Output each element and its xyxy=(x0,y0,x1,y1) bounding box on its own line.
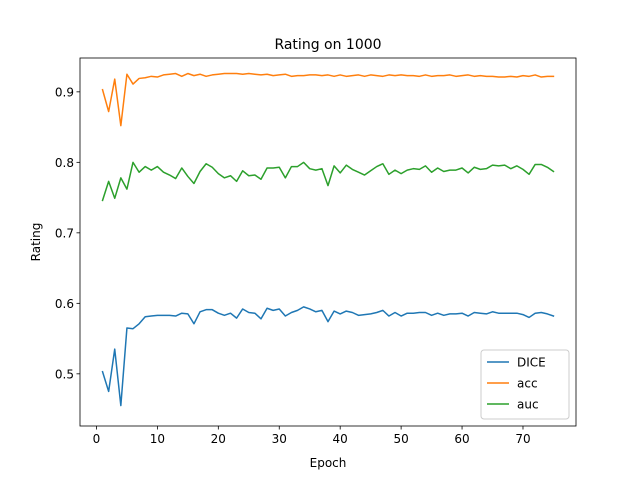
plot-frame xyxy=(79,57,577,427)
y-tick-label: 0.9 xyxy=(55,85,74,99)
y-tick-label: 0.6 xyxy=(55,297,74,311)
plot-area xyxy=(79,57,577,427)
y-tick-label: 0.5 xyxy=(55,367,74,381)
x-axis: 0 10 20 30 40 50 60 70 xyxy=(93,426,531,446)
x-tick-label: 60 xyxy=(454,432,469,446)
legend: DICE acc auc xyxy=(480,349,570,420)
y-axis-label: Rating xyxy=(29,223,43,262)
x-tick-label: 20 xyxy=(211,432,226,446)
y-axis: 0.5 0.6 0.7 0.8 0.9 xyxy=(55,85,80,381)
x-tick-label: 70 xyxy=(515,432,530,446)
x-tick-label: 50 xyxy=(393,432,408,446)
x-tick-label: 0 xyxy=(93,432,101,446)
y-tick-label: 0.8 xyxy=(55,156,74,170)
x-tick-label: 30 xyxy=(272,432,287,446)
x-axis-label: Epoch xyxy=(310,456,347,470)
chart-title: Rating on 1000 xyxy=(274,37,381,53)
legend-box xyxy=(480,349,570,420)
legend-label-dice: DICE xyxy=(517,356,546,370)
series-lines xyxy=(101,72,555,407)
y-tick-label: 0.7 xyxy=(55,226,74,240)
legend-label-auc: auc xyxy=(517,398,539,412)
x-tick-label: 40 xyxy=(333,432,348,446)
x-tick-label: 10 xyxy=(150,432,165,446)
series-line-auc xyxy=(101,161,555,202)
series-line-dice xyxy=(101,306,555,407)
legend-label-acc: acc xyxy=(517,377,538,391)
series-line-acc xyxy=(101,72,555,127)
